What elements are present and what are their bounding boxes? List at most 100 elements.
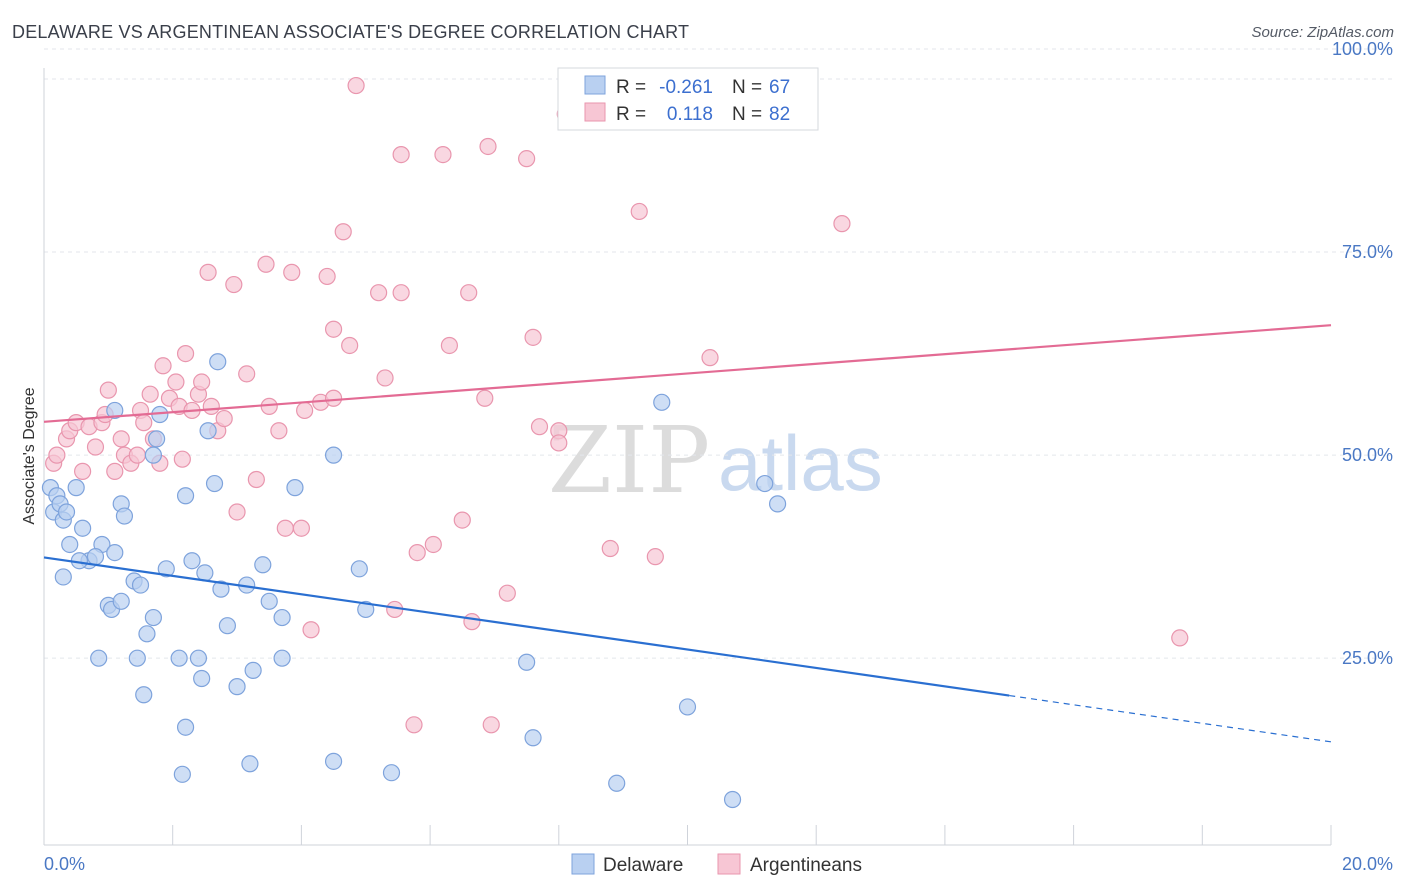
watermark-atlas: atlas (718, 419, 883, 507)
argentineans-point-67 (479, 137, 497, 156)
legend-r-label-1: R = (616, 77, 646, 98)
delaware-point-34 (189, 649, 208, 667)
argentineans-point-65 (463, 613, 481, 631)
argentineans-point-68 (482, 716, 500, 734)
delaware-point-22 (128, 649, 146, 667)
delaware-points (41, 353, 787, 809)
delaware-point-62 (756, 474, 774, 493)
trend-line-delaware-extension (1009, 694, 1332, 743)
trend-line-argentineans (43, 324, 1332, 423)
argentineans-point-81 (1171, 629, 1189, 647)
delaware-point-21 (144, 608, 162, 627)
argentineans-point-43 (292, 519, 310, 537)
argentineans-point-52 (347, 76, 365, 95)
delaware-point-24 (135, 686, 153, 704)
delaware-point-56 (518, 653, 536, 671)
delaware-point-61 (723, 790, 742, 809)
argentineans-point-34 (225, 275, 243, 294)
bottom-legend-label-delaware: Delaware (603, 855, 683, 876)
x-tick-label-max: 20.0% (1342, 854, 1393, 874)
legend-n-value-2: 82 (769, 104, 790, 125)
argentineans-point-33 (215, 409, 233, 428)
delaware-point-4 (61, 535, 79, 554)
argentineans-point-59 (408, 543, 426, 562)
delaware-point-58 (608, 774, 626, 792)
argentineans-point-10 (99, 381, 117, 399)
delaware-point-17 (112, 592, 130, 610)
chart-title: DELAWARE VS ARGENTINEAN ASSOCIATE'S DEGR… (12, 22, 690, 42)
argentineans-point-54 (376, 369, 394, 387)
delaware-point-46 (254, 556, 272, 574)
stats-legend: R = -0.261 N = 67 R = 0.118 N = 82 (557, 67, 819, 131)
bottom-legend-swatch-delaware (571, 853, 595, 875)
argentineans-points (45, 76, 1189, 734)
argentineans-point-12 (112, 430, 130, 448)
delaware-point-66 (57, 503, 76, 521)
argentineans-point-78 (646, 548, 664, 566)
argentineans-point-66 (476, 389, 494, 407)
delaware-point-28 (157, 560, 175, 578)
argentineans-point-72 (530, 418, 549, 436)
argentineans-point-7 (86, 438, 105, 456)
delaware-point-60 (678, 698, 697, 716)
delaware-point-19 (131, 576, 150, 594)
argentineans-point-49 (324, 320, 343, 338)
argentineans-point-15 (128, 446, 146, 464)
argentineans-point-74 (550, 434, 568, 452)
series-legend: Delaware Argentineans (571, 853, 862, 876)
trend-lines (43, 324, 1332, 743)
argentineans-point-5 (74, 462, 92, 480)
legend-n-value-1: 67 (769, 77, 790, 98)
delaware-point-12 (106, 401, 124, 420)
delaware-point-40 (212, 580, 230, 598)
argentineans-point-44 (296, 401, 314, 420)
y-tick-labels: 25.0% 50.0% 75.0% 100.0% (1332, 39, 1393, 668)
argentineans-point-63 (453, 511, 471, 529)
argentineans-point-29 (193, 373, 211, 391)
delaware-point-32 (173, 765, 191, 783)
delaware-point-47 (260, 592, 278, 610)
delaware-point-23 (90, 649, 108, 667)
argentineans-point-18 (141, 385, 159, 403)
delaware-point-51 (324, 446, 343, 464)
delaware-point-54 (357, 600, 375, 619)
y-tick-label-50: 50.0% (1342, 445, 1393, 465)
delaware-point-57 (524, 729, 542, 747)
argentineans-point-11 (106, 462, 124, 480)
argentineans-point-64 (460, 284, 478, 302)
delaware-point-31 (176, 718, 195, 736)
argentineans-point-62 (440, 336, 459, 355)
argentineans-point-77 (630, 202, 648, 221)
delaware-point-48 (273, 608, 291, 627)
argentineans-point-42 (283, 263, 301, 281)
argentineans-point-35 (228, 503, 246, 521)
argentineans-point-58 (405, 716, 423, 734)
delaware-point-8 (54, 568, 72, 586)
delaware-point-20 (138, 625, 156, 643)
argentineans-point-30 (199, 263, 217, 281)
delaware-point-25 (144, 446, 162, 464)
argentineans-point-45 (302, 621, 320, 639)
argentineans-point-61 (434, 145, 452, 164)
argentineans-point-60 (424, 535, 442, 554)
delaware-point-49 (273, 649, 291, 667)
x-tick-label-min: 0.0% (44, 854, 85, 874)
delaware-point-55 (382, 764, 401, 782)
delaware-point-37 (199, 422, 217, 440)
delaware-point-3 (67, 479, 85, 497)
delaware-point-53 (350, 560, 368, 578)
argentineans-point-48 (324, 389, 343, 407)
delaware-point-38 (205, 474, 224, 493)
argentineans-point-1 (48, 446, 66, 464)
argentineans-point-56 (392, 284, 410, 302)
argentineans-point-76 (601, 539, 619, 558)
argentineans-point-53 (370, 284, 388, 302)
argentineans-point-71 (524, 328, 542, 346)
legend-r-value-1: -0.261 (659, 77, 713, 98)
bottom-legend-swatch-argentineans (717, 853, 741, 875)
delaware-point-41 (218, 617, 236, 635)
argentineans-point-79 (701, 349, 719, 367)
delaware-point-63 (768, 495, 787, 513)
trend-line-delaware (43, 556, 1010, 697)
